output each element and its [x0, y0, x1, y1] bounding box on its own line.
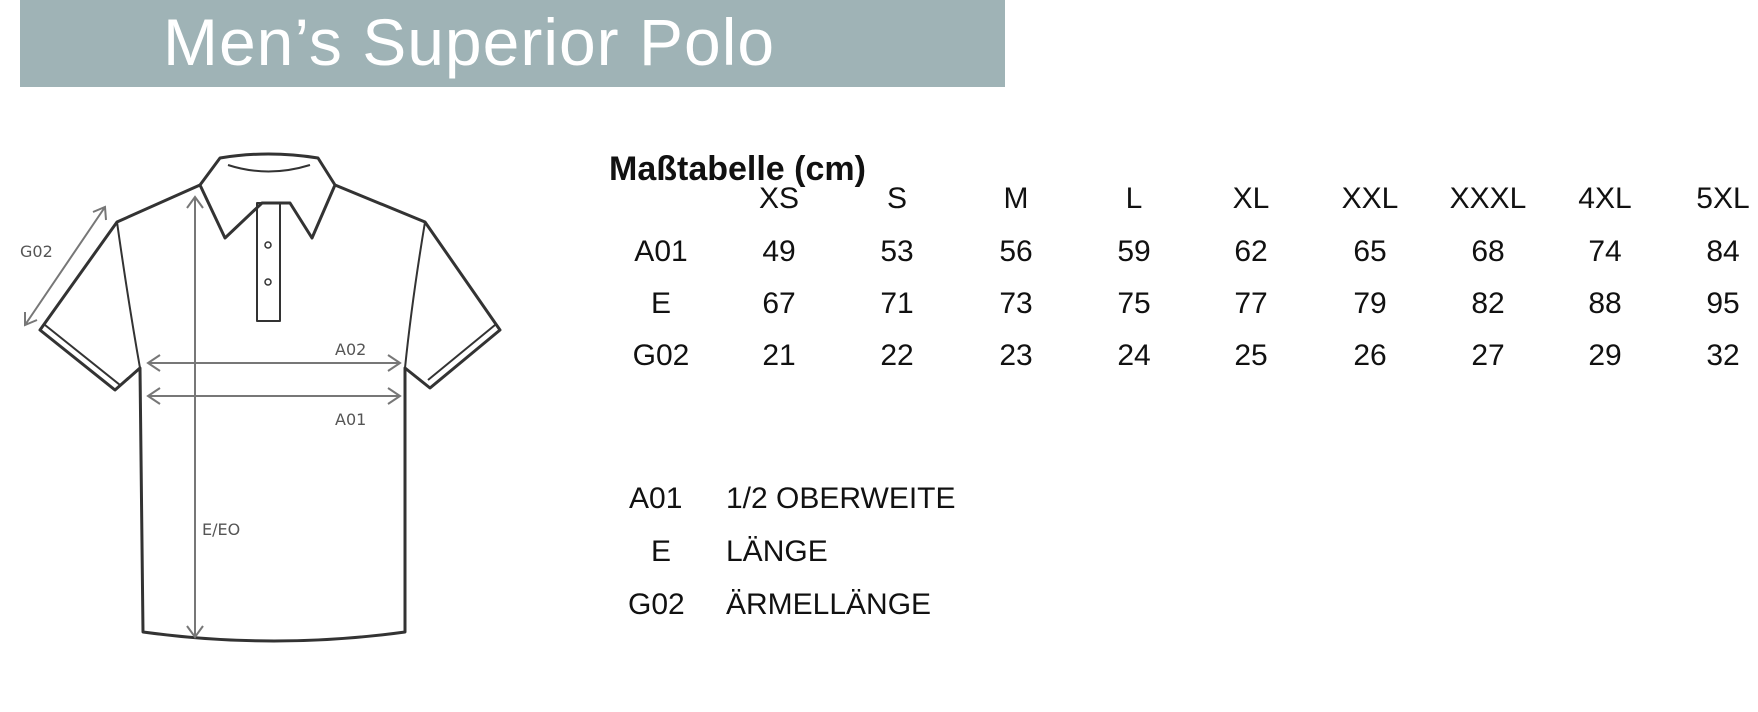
legend-description: 1/2 OBERWEITE: [726, 482, 956, 515]
size-header: S: [886, 182, 908, 215]
table-cell: 56: [999, 235, 1033, 268]
table-cell: 25: [1234, 339, 1268, 372]
row-label: E: [650, 287, 672, 320]
page-title: Men’s Superior Polo: [163, 5, 776, 79]
table-cell: 88: [1588, 287, 1622, 320]
table-cell: 26: [1353, 339, 1387, 372]
label-g02: G02: [20, 242, 53, 261]
table-cell: 68: [1471, 235, 1505, 268]
table-cell: 29: [1588, 339, 1622, 372]
label-a02: A02: [335, 340, 366, 359]
shirt-collar: [198, 152, 337, 240]
size-header: M: [1003, 182, 1029, 215]
table-cell: 59: [1117, 235, 1151, 268]
table-cell: 21: [762, 339, 796, 372]
title-banner: Men’s Superior Polo: [20, 0, 1005, 87]
table-cell: 79: [1353, 287, 1387, 320]
legend-description: ÄRMELLÄNGE: [726, 588, 932, 621]
table-cell: 95: [1706, 287, 1740, 320]
table-cell: 32: [1706, 339, 1740, 372]
table-cell: 84: [1706, 235, 1740, 268]
size-header: 4XL: [1578, 182, 1632, 215]
legend-code: G02: [628, 588, 685, 621]
placket: [256, 202, 281, 322]
chest-upper-arrow: [146, 354, 402, 372]
size-header: XXL: [1341, 182, 1399, 215]
size-header: XL: [1232, 182, 1270, 215]
legend-code: A01: [629, 482, 683, 515]
table-cell: 22: [880, 339, 914, 372]
table-cell: 71: [880, 287, 914, 320]
length-arrow: [186, 195, 204, 639]
legend-code: E: [651, 535, 672, 568]
table-cell: 49: [762, 235, 796, 268]
sleeve-arrow: [24, 205, 107, 327]
size-header: L: [1125, 182, 1143, 215]
table-cell: 23: [999, 339, 1033, 372]
table-cell: 82: [1471, 287, 1505, 320]
row-label: G02: [632, 339, 690, 372]
label-a01: A01: [335, 410, 366, 429]
size-header: XXXL: [1449, 182, 1527, 215]
table-cell: 65: [1353, 235, 1387, 268]
table-cell: 62: [1234, 235, 1268, 268]
size-header: 5XL: [1696, 182, 1750, 215]
table-cell: 67: [762, 287, 796, 320]
shirt-outline: [38, 183, 502, 643]
table-cell: 74: [1588, 235, 1622, 268]
size-table-title: Maßtabelle (cm): [609, 150, 866, 188]
table-cell: 27: [1471, 339, 1505, 372]
table-cell: 53: [880, 235, 914, 268]
table-cell: 24: [1117, 339, 1151, 372]
chest-arrow: [146, 387, 402, 405]
label-e-eo: E/EO: [202, 520, 240, 539]
polo-shirt-diagram: G02 A02 A01 E/EO: [20, 152, 502, 643]
legend-description: LÄNGE: [726, 535, 828, 568]
table-cell: 77: [1234, 287, 1268, 320]
size-header: XS: [758, 182, 800, 215]
table-cell: 73: [999, 287, 1033, 320]
table-cell: 75: [1117, 287, 1151, 320]
row-label: A01: [634, 235, 688, 268]
